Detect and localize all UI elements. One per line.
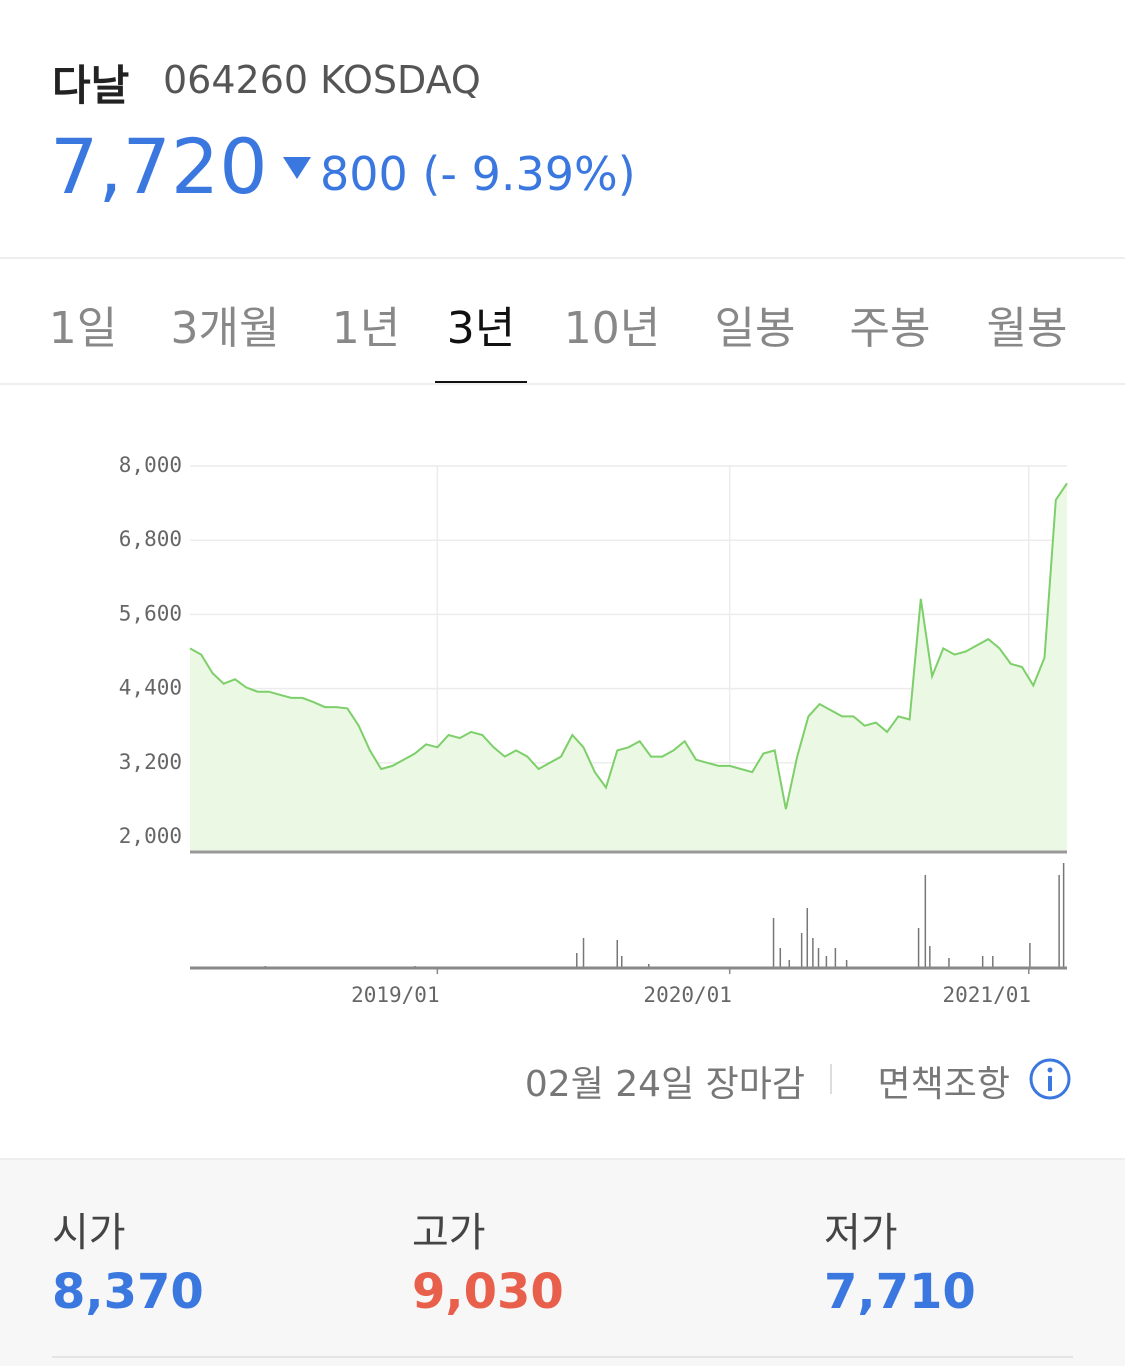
tab[interactable]: 1일 — [48, 303, 118, 354]
stat-value: 7,710 — [824, 1264, 976, 1320]
market-status: 02월 24일 장마감 — [524, 1064, 805, 1105]
stat-value: 9,030 — [412, 1264, 564, 1320]
x-tick-label: 2020/01 — [643, 983, 732, 1007]
down-icon — [283, 157, 311, 179]
stat-label: 시가 — [52, 1210, 126, 1256]
y-tick-label: 3,200 — [119, 750, 182, 774]
stat-value: 8,370 — [52, 1264, 204, 1320]
disclaimer[interactable]: 면책조항 — [877, 1064, 1010, 1105]
tab[interactable]: 월봉 — [986, 303, 1068, 354]
y-tick-label: 2,000 — [119, 824, 182, 848]
y-tick-label: 8,000 — [119, 453, 182, 477]
y-tick-label: 5,600 — [119, 601, 182, 625]
stat-label: 고가 — [412, 1210, 486, 1256]
tab[interactable]: 주봉 — [849, 303, 931, 354]
divider — [0, 383, 1125, 385]
x-tick-label: 2021/01 — [943, 983, 1032, 1007]
separator — [830, 1064, 832, 1094]
tab[interactable]: 3개월 — [170, 303, 280, 354]
info-icon[interactable] — [1028, 1057, 1072, 1101]
stock-code: 064260 KOSDAQ — [163, 58, 481, 102]
tab[interactable]: 10년 — [563, 303, 661, 354]
stock-name: 다날 — [52, 61, 130, 110]
stat: 저가 7,710 — [824, 1200, 976, 1320]
divider — [0, 257, 1125, 259]
chart: 2,000 3,200 4,400 5,600 6,800 8,000 2019/01 202… — [119, 453, 1068, 1007]
y-tick-label: 6,800 — [119, 527, 182, 551]
y-tick-label: 4,400 — [119, 676, 182, 700]
area-fill — [190, 483, 1067, 852]
stat-label: 저가 — [824, 1210, 898, 1256]
tab[interactable]: 일봉 — [714, 303, 796, 354]
stats-panel: 시가 8,370 고가 9,030 저가 7,710 — [0, 1158, 1125, 1366]
tab[interactable]: 3년 — [446, 303, 516, 354]
tab[interactable]: 1년 — [331, 303, 401, 354]
x-tick-label: 2019/01 — [351, 983, 440, 1007]
price: 7,720 — [50, 122, 268, 211]
price-line — [189, 482, 1068, 810]
stat: 고가 9,030 — [412, 1200, 564, 1320]
stat: 시가 8,370 — [52, 1200, 204, 1320]
price-change: 800 (- 9.39%) — [320, 147, 636, 201]
divider — [52, 1356, 1073, 1358]
